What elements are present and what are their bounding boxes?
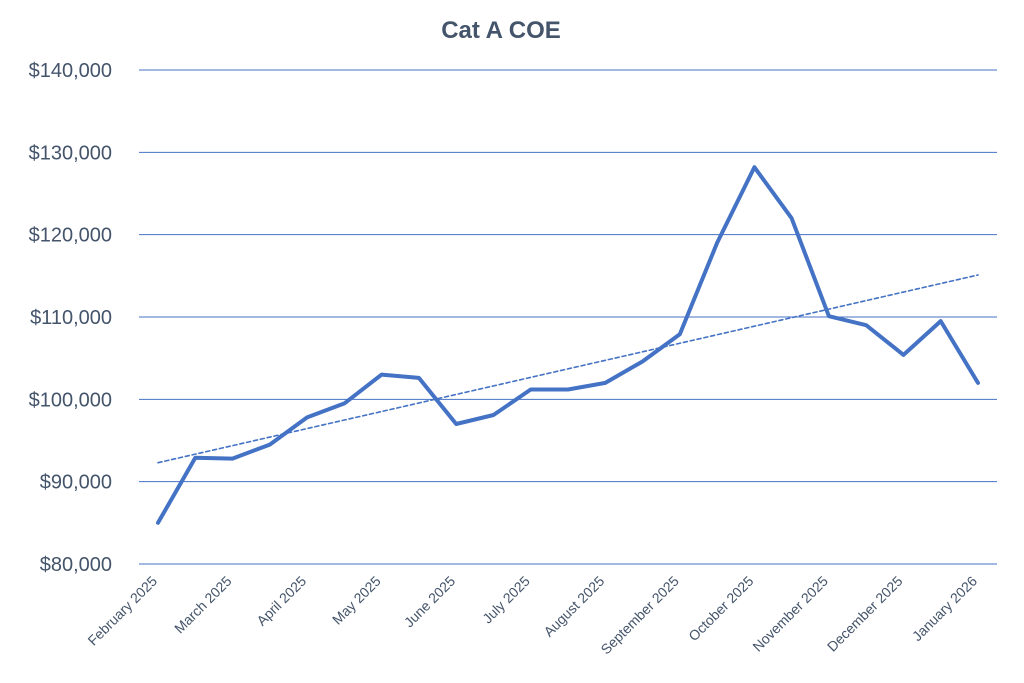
- x-tick-label: July 2025: [479, 573, 533, 627]
- y-tick-label: $130,000: [29, 142, 112, 164]
- x-tick-label: October 2025: [685, 573, 756, 644]
- x-tick-label: November 2025: [749, 573, 831, 655]
- y-tick-label: $110,000: [30, 307, 112, 329]
- y-tick-label: $100,000: [29, 389, 112, 411]
- x-tick-label: December 2025: [824, 573, 906, 655]
- y-tick-label: $120,000: [29, 225, 112, 247]
- x-tick-label: February 2025: [84, 573, 160, 649]
- y-tick-label: $80,000: [40, 554, 112, 576]
- x-tick-label: May 2025: [329, 573, 384, 628]
- y-tick-label: $90,000: [40, 472, 112, 494]
- x-tick-label: April 2025: [253, 573, 309, 629]
- x-tick-label: March 2025: [171, 573, 235, 637]
- chart-title: Cat A COE: [441, 17, 561, 44]
- x-tick-label: August 2025: [540, 573, 607, 640]
- y-tick-label: $140,000: [29, 60, 112, 82]
- x-tick-label: June 2025: [401, 573, 459, 631]
- x-tick-label: January 2026: [909, 573, 980, 644]
- x-tick-label: September 2025: [597, 573, 682, 658]
- trendline: [157, 274, 979, 464]
- series-line: [156, 165, 980, 525]
